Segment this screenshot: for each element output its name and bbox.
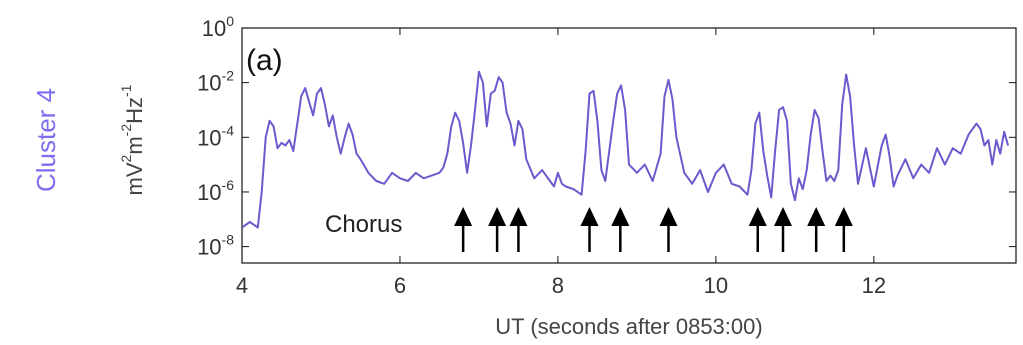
- chorus-arrow: [748, 207, 767, 252]
- chorus-arrow: [807, 207, 826, 252]
- y-tick-label: 10-6: [197, 177, 234, 205]
- plot-frame: [241, 27, 1017, 264]
- chorus-arrow: [580, 207, 599, 252]
- y-axis-label: mV2m-2Hz-1: [118, 84, 147, 195]
- x-axis-label: UT (seconds after 0853:00): [495, 314, 762, 339]
- side-label: Cluster 4: [31, 88, 61, 192]
- chorus-arrow: [834, 207, 853, 252]
- x-tick-label: 4: [236, 273, 248, 298]
- chorus-arrow: [774, 207, 793, 252]
- x-tick-label: 8: [552, 273, 564, 298]
- y-tick-label: 10-4: [197, 122, 234, 150]
- y-tick-label: 10-2: [197, 68, 234, 96]
- x-tick-label: 6: [394, 273, 406, 298]
- chorus-annotation: Chorus: [325, 211, 402, 238]
- chorus-arrow: [659, 207, 678, 252]
- chorus-arrow: [509, 207, 528, 252]
- x-tick-label: 10: [704, 273, 728, 298]
- panel-label: (a): [246, 44, 283, 77]
- x-tick-label: 12: [862, 273, 886, 298]
- chorus-arrow: [611, 207, 630, 252]
- y-tick-label: 10-8: [197, 232, 234, 260]
- chorus-arrow: [488, 207, 507, 252]
- series-line: [242, 70, 1010, 229]
- y-tick-label: 100: [202, 13, 234, 41]
- chorus-arrow: [454, 207, 473, 252]
